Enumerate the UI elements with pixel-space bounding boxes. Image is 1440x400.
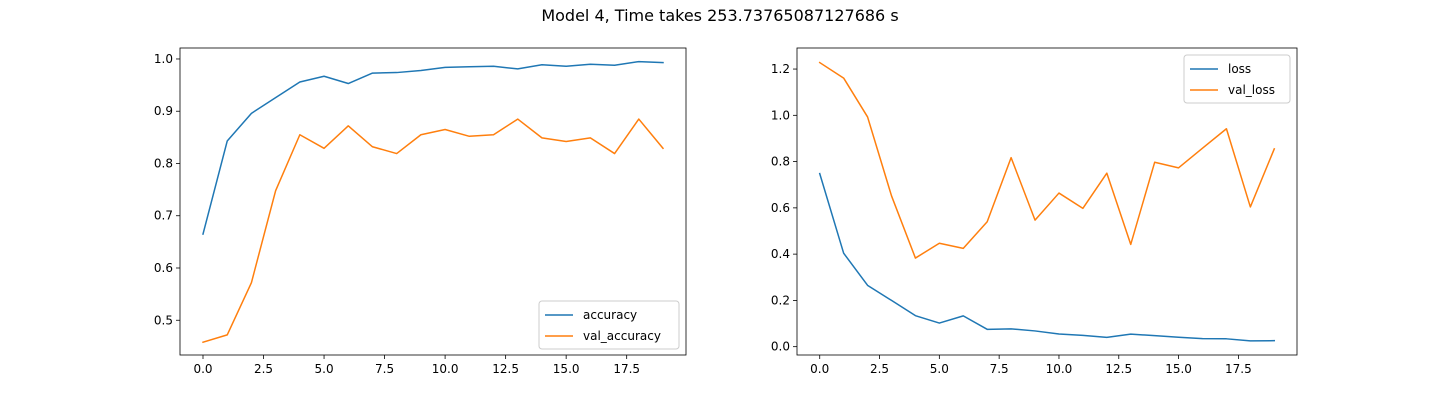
loss-plot: 0.0 2.5 5.0 7.5 10.0 12.5 15.0 17.5 0.0 0.2 0.4 0.6… [771,47,1298,376]
x-tick-label: 17.5 [613,362,640,376]
series-line-val-accuracy [202,118,665,344]
axes-frame [179,47,687,356]
legend-label-val-accuracy: val_accuracy [583,329,661,343]
y-tick-label: 0.4 [771,247,790,261]
figure-title: Model 4, Time takes 253.73765087127686 s [541,6,899,25]
y-tick-label: 0.0 [771,340,790,354]
y-tick-label: 0.8 [771,155,790,169]
y-tick-label: 0.9 [154,104,173,118]
y-tick-label: 1.2 [771,62,790,76]
y-tick-label: 0.6 [771,201,790,215]
y-tick-label: 0.6 [154,261,173,275]
legend-label-loss: loss [1228,62,1251,76]
y-tick-label: 0.8 [154,156,173,170]
accuracy-plot: 0.0 2.5 5.0 7.5 10.0 12.5 15.0 17.5 0.5 0.6 0.7 0.8… [154,47,687,376]
x-tick-label: 2.5 [254,362,273,376]
x-tick-label: 12.5 [492,362,519,376]
x-tick-label: 12.5 [1105,362,1132,376]
legend-box [1183,54,1291,104]
x-tick-label: 7.5 [990,362,1009,376]
axes-frame [796,47,1298,356]
series-line-loss [818,172,1276,342]
series-line-accuracy [202,60,664,235]
series-line-val-loss [818,61,1276,259]
legend-label-val-loss: val_loss [1228,83,1275,97]
x-tick-label: 2.5 [870,362,889,376]
x-tick-label: 0.0 [810,362,829,376]
x-tick-label: 7.5 [375,362,394,376]
y-tick-label: 0.5 [154,313,173,327]
x-tick-label: 0.0 [193,362,212,376]
legend-box [538,300,680,350]
y-tick-label: 1.0 [771,108,790,122]
y-tick-label: 0.7 [154,209,173,223]
x-tick-label: 5.0 [930,362,949,376]
x-tick-label: 17.5 [1225,362,1252,376]
x-tick-label: 15.0 [1165,362,1192,376]
x-tick-label: 15.0 [553,362,580,376]
x-tick-label: 10.0 [1046,362,1073,376]
legend-label-accuracy: accuracy [583,308,637,322]
x-tick-label: 10.0 [432,362,459,376]
y-tick-label: 1.0 [154,52,173,66]
y-tick-label: 0.2 [771,293,790,307]
x-tick-label: 5.0 [315,362,334,376]
